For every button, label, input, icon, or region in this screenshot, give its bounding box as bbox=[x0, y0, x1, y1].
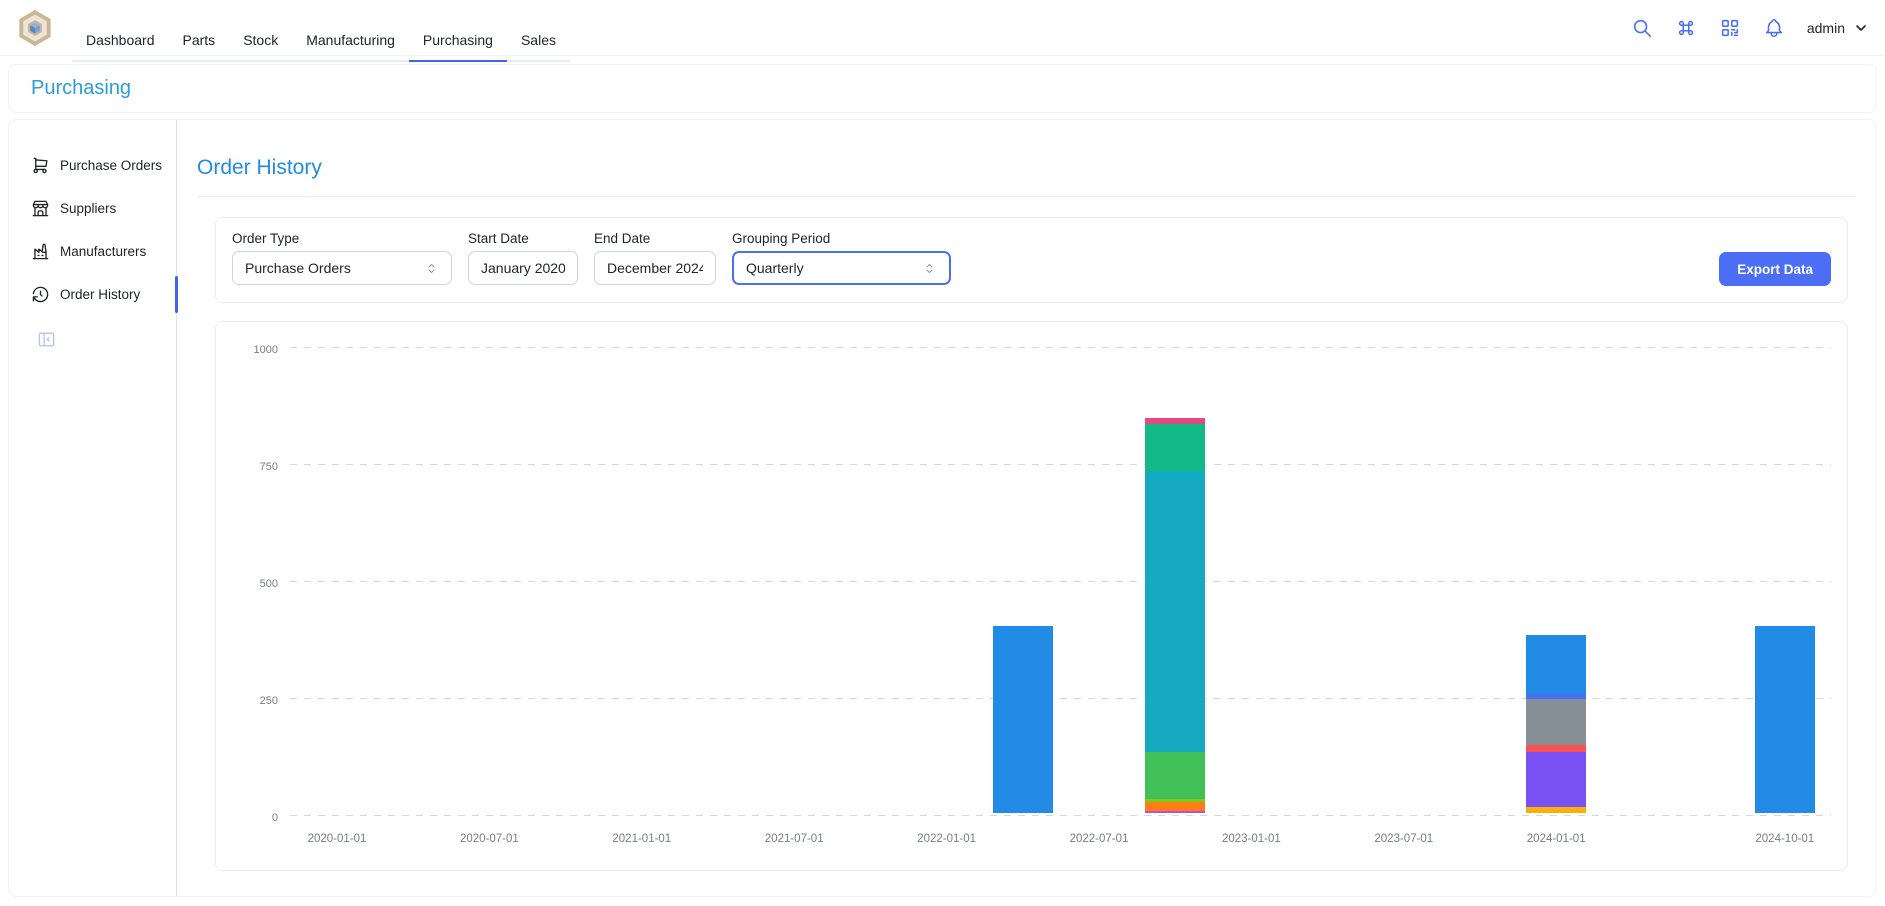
y-tick-label: 500 bbox=[259, 578, 278, 590]
end-date-field: End Date bbox=[594, 231, 716, 285]
navbar: Dashboard Parts Stock Manufacturing Purc… bbox=[0, 0, 1885, 62]
collapse-sidebar-button[interactable] bbox=[37, 330, 56, 352]
order-type-select[interactable]: Purchase Orders bbox=[232, 251, 452, 285]
x-tick-label: 2020-01-01 bbox=[307, 833, 367, 845]
chart-card: 0 250 500 750 1000 2020-01-01 2020-07-01 2021-0… bbox=[215, 321, 1848, 871]
bar-segment-2024-01-01-gray bbox=[1526, 698, 1587, 745]
select-chevrons-icon bbox=[926, 263, 933, 273]
sidebar: Purchase Orders Suppliers Manufacturers bbox=[9, 120, 178, 896]
search-icon bbox=[1633, 19, 1651, 37]
grouping-period-field: Grouping Period Quarterly bbox=[732, 231, 951, 285]
tab-dashboard[interactable]: Dashboard bbox=[86, 31, 155, 48]
search-button[interactable] bbox=[1625, 11, 1659, 45]
bar-segment-2024-01-01-violet bbox=[1526, 751, 1587, 807]
select-chevrons-icon bbox=[428, 263, 435, 273]
inventree-logo[interactable] bbox=[16, 9, 54, 47]
bar-segment-2024-01-01-red bbox=[1526, 744, 1587, 752]
user-menu[interactable]: admin bbox=[1807, 20, 1869, 36]
end-date-control bbox=[594, 251, 716, 285]
qr-scan-icon bbox=[1721, 19, 1738, 36]
x-tick-label: 2024-10-01 bbox=[1755, 833, 1815, 845]
y-tick-label: 1000 bbox=[253, 344, 278, 356]
bar-segment-2022-10-01-green bbox=[1145, 751, 1206, 799]
x-tick-label: 2020-07-01 bbox=[459, 833, 519, 845]
bar-segment-2022-04-01-blue bbox=[992, 625, 1053, 813]
start-date-label: Start Date bbox=[468, 231, 529, 246]
y-gridline bbox=[290, 464, 1831, 465]
bar-segment-2022-10-01-lime bbox=[1145, 798, 1206, 803]
purchasing-page-panel: Purchase Orders Suppliers Manufacturers bbox=[8, 119, 1877, 897]
order-type-label: Order Type bbox=[232, 231, 300, 246]
barcode-scan-button[interactable] bbox=[1713, 11, 1747, 45]
bar-segment-2024-01-01-blue bbox=[1526, 634, 1587, 694]
grouping-period-label: Grouping Period bbox=[732, 231, 831, 246]
main-nav-tabs: Dashboard Parts Stock Manufacturing Purc… bbox=[72, 6, 570, 62]
order-history-chart: 0 250 500 750 1000 2020-01-01 2020-07-01 2021-0… bbox=[216, 322, 1847, 870]
sidebar-item-label: Purchase Orders bbox=[60, 158, 163, 173]
bar-segment-2022-10-01-teal bbox=[1145, 424, 1206, 471]
y-tick-label: 750 bbox=[259, 461, 278, 473]
tab-stock[interactable]: Stock bbox=[243, 31, 279, 48]
bar-segment-2024-01-01-yellow bbox=[1526, 806, 1587, 813]
sidebar-item-label: Suppliers bbox=[60, 201, 117, 216]
tab-purchasing[interactable]: Purchasing bbox=[408, 22, 507, 62]
y-gridline bbox=[290, 347, 1831, 348]
y-gridline bbox=[290, 698, 1831, 699]
start-date-input[interactable] bbox=[481, 260, 565, 276]
command-palette-button[interactable] bbox=[1669, 11, 1703, 45]
y-gridline bbox=[290, 581, 1831, 582]
sidebar-item-order-history[interactable]: Order History bbox=[9, 273, 178, 316]
bar-segment-2024-10-01-blue bbox=[1754, 625, 1815, 813]
shopping-cart-icon bbox=[33, 157, 48, 174]
sidebar-item-label: Manufacturers bbox=[60, 244, 147, 259]
factory-icon bbox=[32, 243, 49, 260]
history-icon bbox=[32, 286, 49, 303]
y-tick-label: 0 bbox=[271, 812, 278, 824]
bar-segment-2022-10-01-pink bbox=[1145, 418, 1206, 425]
x-tick-label: 2023-01-01 bbox=[1221, 833, 1281, 845]
navbar-actions: admin bbox=[1625, 11, 1869, 45]
page-title: Order History bbox=[197, 156, 322, 179]
end-date-label: End Date bbox=[594, 231, 651, 246]
filter-card: Order Type Purchase Orders Start Date En… bbox=[215, 217, 1848, 303]
y-gridline bbox=[290, 815, 1831, 816]
collapse-sidebar-icon bbox=[38, 332, 55, 347]
bar-segment-2022-10-01-orange bbox=[1145, 802, 1206, 811]
tab-manufacturing[interactable]: Manufacturing bbox=[306, 31, 395, 48]
end-date-input[interactable] bbox=[607, 260, 703, 276]
tab-sales[interactable]: Sales bbox=[520, 31, 556, 48]
x-tick-label: 2021-07-01 bbox=[764, 833, 824, 845]
start-date-control bbox=[468, 251, 578, 285]
sidebar-item-purchase-orders[interactable]: Purchase Orders bbox=[9, 144, 176, 187]
sidebar-item-label: Order History bbox=[60, 287, 141, 302]
order-history-panel: Order History Order Type Purchase Orders… bbox=[177, 120, 1876, 896]
sidebar-item-manufacturers[interactable]: Manufacturers bbox=[9, 230, 176, 273]
x-tick-label: 2021-01-01 bbox=[612, 833, 672, 845]
export-data-button[interactable]: Export Data bbox=[1719, 252, 1831, 286]
grouping-period-select[interactable]: Quarterly bbox=[732, 251, 951, 285]
chevron-down-icon bbox=[1856, 24, 1866, 31]
bar-segment-2022-10-01-cyan bbox=[1145, 470, 1206, 752]
bar-segment-2022-10-01-grape bbox=[1145, 810, 1206, 813]
y-tick-label: 250 bbox=[259, 695, 278, 707]
start-date-field: Start Date bbox=[468, 231, 578, 285]
storefront-icon bbox=[32, 200, 49, 217]
command-icon bbox=[1678, 20, 1694, 35]
bar-segment-2024-01-01-indigo bbox=[1526, 693, 1587, 699]
username-label: admin bbox=[1806, 19, 1845, 36]
x-tick-label: 2022-01-01 bbox=[917, 833, 977, 845]
notifications-button[interactable] bbox=[1757, 11, 1791, 45]
tab-parts[interactable]: Parts bbox=[182, 31, 216, 48]
title-divider bbox=[197, 196, 1856, 197]
x-tick-label: 2022-07-01 bbox=[1069, 833, 1129, 845]
x-tick-label: 2023-07-01 bbox=[1374, 833, 1434, 845]
x-tick-label: 2024-01-01 bbox=[1526, 833, 1586, 845]
grouping-period-value: Quarterly bbox=[746, 260, 804, 276]
sidebar-item-suppliers[interactable]: Suppliers bbox=[9, 187, 176, 230]
order-type-field: Order Type Purchase Orders bbox=[232, 231, 452, 285]
breadcrumb-purchasing-link[interactable]: Purchasing bbox=[31, 77, 132, 99]
bell-icon bbox=[1765, 18, 1782, 37]
order-type-value: Purchase Orders bbox=[245, 260, 351, 276]
breadcrumb: Purchasing bbox=[8, 64, 1877, 113]
